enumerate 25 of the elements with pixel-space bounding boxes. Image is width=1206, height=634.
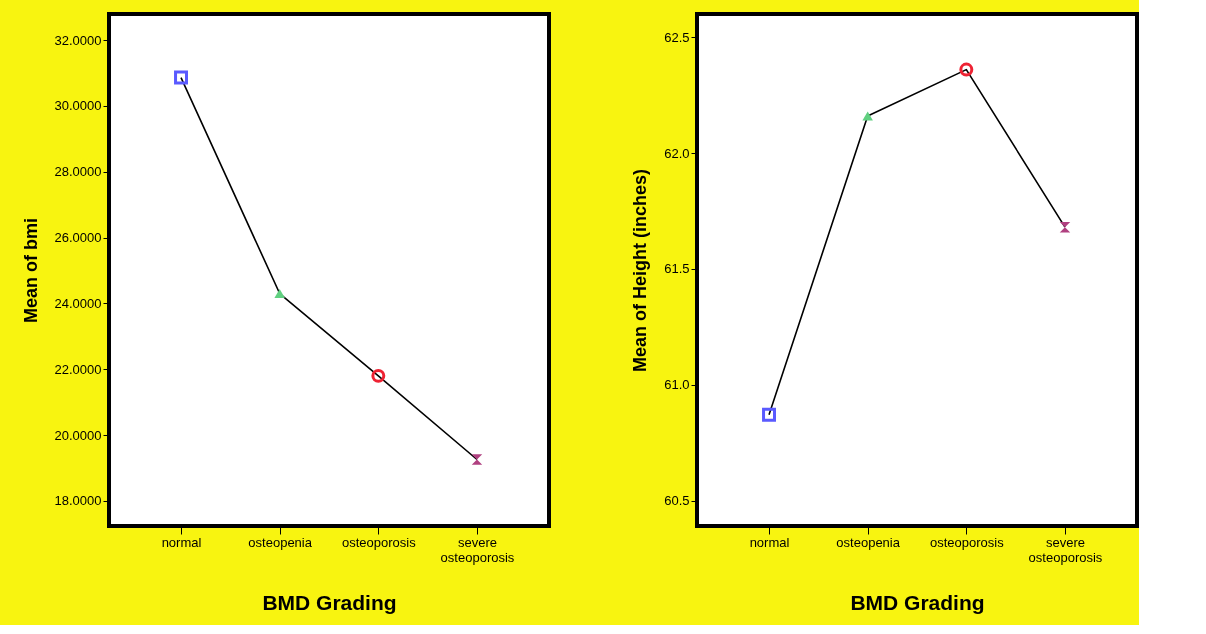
x-tick-label: severe osteoporosis (440, 534, 515, 565)
y-tick-label: 32.0000 (54, 32, 102, 48)
x-tick-label: osteoporosis (341, 534, 417, 550)
y-tick-label: 18.0000 (54, 493, 102, 509)
x-axis-title: BMD Grading (262, 590, 397, 614)
y-axis-title: Mean of bmi (20, 217, 41, 324)
y-tick-label: 60.5 (664, 493, 690, 509)
y-tick-label: 22.0000 (54, 361, 102, 377)
x-tick-label: severe osteoporosis (1028, 534, 1103, 565)
y-tick-label: 28.0000 (54, 164, 102, 180)
x-tick-label: osteopenia (836, 534, 901, 550)
y-tick-label: 24.0000 (54, 295, 102, 311)
x-tick-label: normal (161, 534, 202, 550)
x-tick-label: normal (749, 534, 790, 550)
y-tick-label: 61.0 (664, 377, 690, 393)
y-axis-title: Mean of Height (inches) (630, 168, 651, 373)
x-tick-label: osteopenia (248, 534, 313, 550)
y-tick-label: 30.0000 (54, 98, 102, 114)
x-tick-label: osteoporosis (929, 534, 1005, 550)
y-tick-label: 61.5 (664, 261, 690, 277)
y-tick-label: 62.0 (664, 145, 690, 161)
y-tick-label: 62.5 (664, 29, 690, 45)
y-tick-label: 26.0000 (54, 230, 102, 246)
x-axis-title: BMD Grading (850, 590, 985, 614)
y-tick-label: 20.0000 (54, 427, 102, 443)
